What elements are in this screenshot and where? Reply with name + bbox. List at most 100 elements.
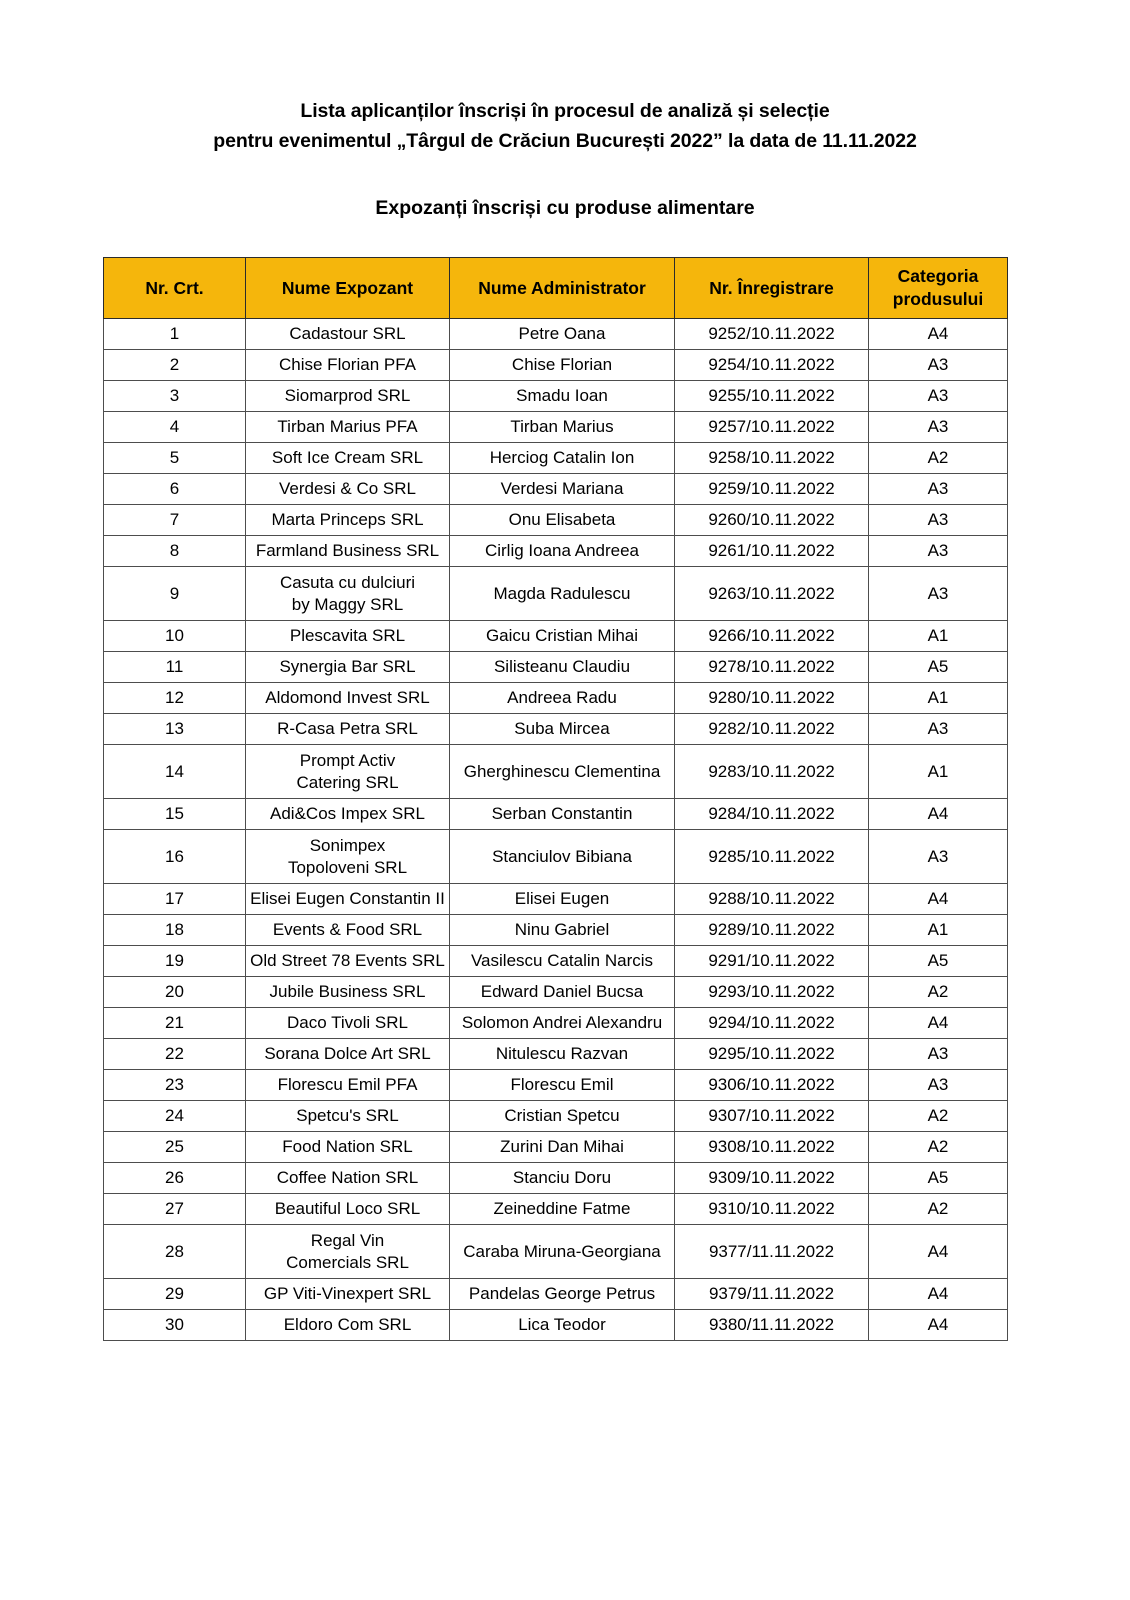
cell-nr-crt: 30 <box>103 1309 246 1341</box>
cell-administrator: Chise Florian <box>449 349 675 381</box>
table-row: 23 Florescu Emil PFA Florescu Emil 9306/10.… <box>103 1069 1008 1101</box>
table-row: 18 Events & Food SRL Ninu Gabriel 9289/10.1… <box>103 914 1008 946</box>
cell-administrator: Gaicu Cristian Mihai <box>449 620 675 652</box>
cell-administrator: Ninu Gabriel <box>449 914 675 946</box>
cell-nr-crt: 10 <box>103 620 246 652</box>
column-header-category-line-2: produsului <box>892 289 984 309</box>
cell-exhibitor-line: Catering SRL <box>296 772 399 792</box>
cell-exhibitor: Eldoro Com SRL <box>245 1309 450 1341</box>
cell-category: A4 <box>868 1007 1008 1039</box>
cell-nr-crt: 15 <box>103 798 246 830</box>
column-header-category-line-1: Categoria <box>897 266 979 286</box>
cell-registration: 9255/10.11.2022 <box>674 380 869 412</box>
table-row: 7 Marta Princeps SRL Onu Elisabeta 9260/10.… <box>103 504 1008 536</box>
cell-exhibitor: Events & Food SRL <box>245 914 450 946</box>
cell-administrator: Elisei Eugen <box>449 883 675 915</box>
cell-exhibitor-line: by Maggy SRL <box>291 594 404 614</box>
table-row: 13 R-Casa Petra SRL Suba Mircea 9282/10.11.… <box>103 713 1008 745</box>
table-row: 22 Sorana Dolce Art SRL Nitulescu Razvan 92… <box>103 1038 1008 1070</box>
document-subtitle: Expozanți înscriși cu produse alimentare <box>375 197 755 219</box>
cell-exhibitor: Chise Florian PFA <box>245 349 450 381</box>
table-row: 30 Eldoro Com SRL Lica Teodor 9380/11.11.20… <box>103 1309 1008 1341</box>
column-header-administrator: Nume Administrator <box>449 257 675 319</box>
cell-administrator: Cristian Spetcu <box>449 1100 675 1132</box>
cell-exhibitor: Jubile Business SRL <box>245 976 450 1008</box>
cell-category: A1 <box>868 914 1008 946</box>
cell-category: A4 <box>868 1309 1008 1341</box>
column-header-category: Categoria produsului <box>868 257 1008 319</box>
cell-registration: 9252/10.11.2022 <box>674 318 869 350</box>
cell-category: A3 <box>868 1038 1008 1070</box>
cell-administrator: Zeineddine Fatme <box>449 1193 675 1225</box>
cell-exhibitor: Food Nation SRL <box>245 1131 450 1163</box>
cell-nr-crt: 20 <box>103 976 246 1008</box>
cell-administrator: Serban Constantin <box>449 798 675 830</box>
table-row: 6 Verdesi & Co SRL Verdesi Mariana 9259/10.… <box>103 473 1008 505</box>
cell-category: A3 <box>868 349 1008 381</box>
cell-exhibitor: Siomarprod SRL <box>245 380 450 412</box>
column-header-nr-crt: Nr. Crt. <box>103 257 246 319</box>
cell-registration: 9259/10.11.2022 <box>674 473 869 505</box>
cell-nr-crt: 7 <box>103 504 246 536</box>
cell-exhibitor: R-Casa Petra SRL <box>245 713 450 745</box>
cell-nr-crt: 27 <box>103 1193 246 1225</box>
cell-exhibitor-line: Casuta cu dulciuri <box>279 572 416 592</box>
cell-category: A4 <box>868 798 1008 830</box>
cell-category: A3 <box>868 380 1008 412</box>
cell-registration: 9309/10.11.2022 <box>674 1162 869 1194</box>
document-title-line-2: pentru evenimentul „Târgul de Crăciun Bu… <box>213 130 917 152</box>
column-header-registration: Nr. Înregistrare <box>674 257 869 319</box>
cell-category: A3 <box>868 504 1008 536</box>
cell-exhibitor-line: Prompt Activ <box>299 750 396 770</box>
cell-category: A3 <box>868 829 1008 884</box>
cell-registration: 9280/10.11.2022 <box>674 682 869 714</box>
cell-nr-crt: 8 <box>103 535 246 567</box>
cell-registration: 9260/10.11.2022 <box>674 504 869 536</box>
cell-nr-crt: 29 <box>103 1278 246 1310</box>
cell-category: A2 <box>868 1131 1008 1163</box>
cell-administrator: Onu Elisabeta <box>449 504 675 536</box>
cell-exhibitor-line: Sonimpex <box>309 835 386 855</box>
cell-administrator: Suba Mircea <box>449 713 675 745</box>
cell-exhibitor: Marta Princeps SRL <box>245 504 450 536</box>
cell-registration: 9289/10.11.2022 <box>674 914 869 946</box>
cell-exhibitor: Verdesi & Co SRL <box>245 473 450 505</box>
table-row: 9 Casuta cu dulciuri by Maggy SRL Magda Rad… <box>103 566 1008 621</box>
cell-category: A3 <box>868 713 1008 745</box>
table-row: 12 Aldomond Invest SRL Andreea Radu 9280/10… <box>103 682 1008 714</box>
cell-category: A2 <box>868 976 1008 1008</box>
cell-category: A2 <box>868 1193 1008 1225</box>
cell-nr-crt: 11 <box>103 651 246 683</box>
cell-exhibitor: Plescavita SRL <box>245 620 450 652</box>
cell-administrator: Zurini Dan Mihai <box>449 1131 675 1163</box>
cell-exhibitor: Old Street 78 Events SRL <box>245 945 450 977</box>
cell-registration: 9294/10.11.2022 <box>674 1007 869 1039</box>
table-row: 8 Farmland Business SRL Cirlig Ioana Andre… <box>103 535 1008 567</box>
cell-administrator: Smadu Ioan <box>449 380 675 412</box>
cell-registration: 9282/10.11.2022 <box>674 713 869 745</box>
cell-nr-crt: 17 <box>103 883 246 915</box>
cell-nr-crt: 22 <box>103 1038 246 1070</box>
cell-category: A2 <box>868 1100 1008 1132</box>
table-header: Nr. Crt. Nume Expozant Nume Administrato… <box>103 257 1008 319</box>
cell-administrator: Stanciulov Bibiana <box>449 829 675 884</box>
table-row: 25 Food Nation SRL Zurini Dan Mihai 9308/10… <box>103 1131 1008 1163</box>
cell-category: A2 <box>868 442 1008 474</box>
cell-administrator: Cirlig Ioana Andreea <box>449 535 675 567</box>
cell-exhibitor: Elisei Eugen Constantin II <box>245 883 450 915</box>
cell-exhibitor: Soft Ice Cream SRL <box>245 442 450 474</box>
cell-category: A1 <box>868 744 1008 799</box>
cell-nr-crt: 24 <box>103 1100 246 1132</box>
cell-administrator: Silisteanu Claudiu <box>449 651 675 683</box>
cell-nr-crt: 6 <box>103 473 246 505</box>
cell-administrator: Lica Teodor <box>449 1309 675 1341</box>
cell-registration: 9380/11.11.2022 <box>674 1309 869 1341</box>
table-row: 20 Jubile Business SRL Edward Daniel Bucsa… <box>103 976 1008 1008</box>
cell-nr-crt: 26 <box>103 1162 246 1194</box>
cell-exhibitor: Coffee Nation SRL <box>245 1162 450 1194</box>
cell-nr-crt: 25 <box>103 1131 246 1163</box>
cell-administrator: Petre Oana <box>449 318 675 350</box>
cell-registration: 9306/10.11.2022 <box>674 1069 869 1101</box>
cell-nr-crt: 2 <box>103 349 246 381</box>
cell-registration: 9310/10.11.2022 <box>674 1193 869 1225</box>
